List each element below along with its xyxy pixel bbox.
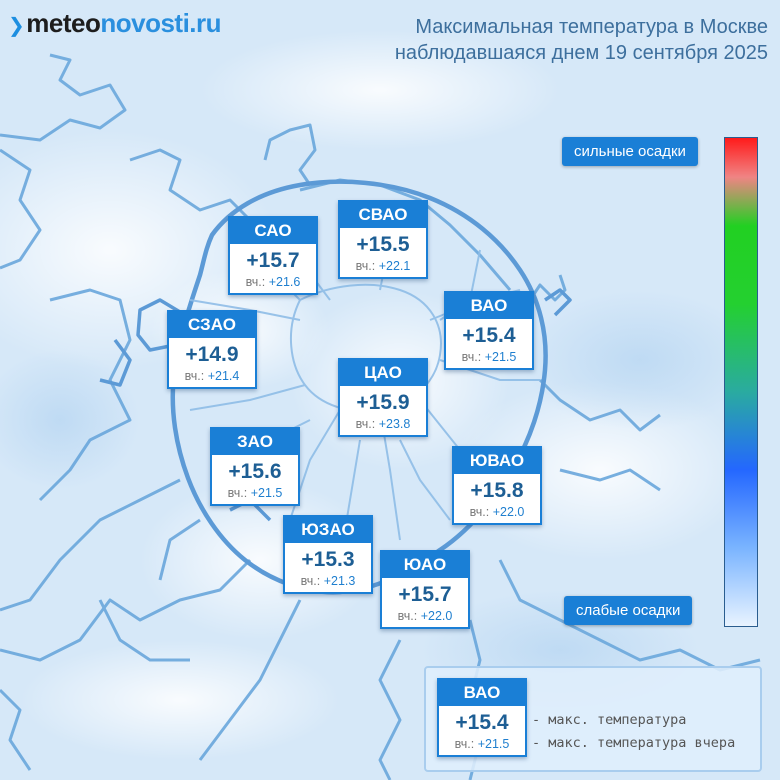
map-title-line1: Максимальная температура в Москве xyxy=(415,16,768,38)
site-logo[interactable]: ❯meteonovosti.ru xyxy=(8,8,222,39)
district-name: СЗАО xyxy=(169,312,255,338)
district-temp: +14.9 xyxy=(185,343,239,366)
yesterday-label: вч.: xyxy=(245,275,266,289)
legend-sample-card: ВАО +15.4 вч.: +21.5 xyxy=(437,678,527,757)
district-card-vao: ВАО +15.4 вч.: +21.5 xyxy=(444,291,534,370)
scale-label-heavy: сильные осадки xyxy=(562,137,698,166)
scale-label-light: слабые осадки xyxy=(564,596,693,625)
district-card-sao: САО +15.7 вч.: +21.6 xyxy=(228,216,318,295)
yesterday-label: вч.: xyxy=(355,417,376,431)
district-name: ЗАО xyxy=(212,429,298,455)
logo-mark-icon: ❯ xyxy=(8,15,25,37)
district-name: САО xyxy=(230,218,316,244)
legend-sample-yesterday: вч.: +21.5 xyxy=(439,735,525,755)
logo-text-part2: novosti.ru xyxy=(100,8,222,38)
district-name: СВАО xyxy=(340,202,426,228)
district-yesterday: вч.: +21.6 xyxy=(230,273,316,293)
district-temp: +15.6 xyxy=(228,460,282,483)
district-card-svao: СВАО +15.5 вч.: +22.1 xyxy=(338,200,428,279)
district-card-yuzao: ЮЗАО +15.3 вч.: +21.3 xyxy=(283,515,373,594)
district-name: ЮЗАО xyxy=(285,517,371,543)
legend-sample-name: ВАО xyxy=(439,680,525,706)
map-title: Максимальная температура в Москве наблюд… xyxy=(395,14,768,66)
yesterday-value: +22.0 xyxy=(420,609,453,623)
yesterday-label: вч.: xyxy=(355,259,376,273)
yesterday-label: вч.: xyxy=(461,350,482,364)
yesterday-label: вч.: xyxy=(454,737,475,751)
legend-text-max-temp: - макс. температура xyxy=(532,712,687,728)
district-card-yuao: ЮАО +15.7 вч.: +22.0 xyxy=(380,550,470,629)
district-card-cao: ЦАО +15.9 вч.: +23.8 xyxy=(338,358,428,437)
yesterday-label: вч.: xyxy=(300,574,321,588)
yesterday-value: +21.5 xyxy=(484,350,517,364)
map-title-line2: наблюдавшаяся днем 19 сентября 2025 xyxy=(394,42,768,64)
district-card-szao: СЗАО +14.9 вч.: +21.4 xyxy=(167,310,257,389)
yesterday-value: +22.0 xyxy=(492,505,525,519)
yesterday-label: вч.: xyxy=(397,609,418,623)
district-card-zao: ЗАО +15.6 вч.: +21.5 xyxy=(210,427,300,506)
yesterday-label: вч.: xyxy=(227,486,248,500)
district-temp: +15.5 xyxy=(356,233,410,256)
yesterday-value: +21.5 xyxy=(477,737,510,751)
yesterday-value: +21.5 xyxy=(250,486,283,500)
district-temp: +15.3 xyxy=(301,548,355,571)
district-name: ЮВАО xyxy=(454,448,540,474)
district-temp: +15.4 xyxy=(462,324,516,347)
district-temp: +15.9 xyxy=(356,391,410,414)
district-yesterday: вч.: +23.8 xyxy=(340,415,426,435)
district-temp: +15.7 xyxy=(398,583,452,606)
district-temp: +15.8 xyxy=(470,479,524,502)
district-yesterday: вч.: +21.5 xyxy=(212,484,298,504)
yesterday-label: вч.: xyxy=(469,505,490,519)
district-yesterday: вч.: +22.0 xyxy=(454,503,540,523)
yesterday-value: +23.8 xyxy=(378,417,411,431)
yesterday-value: +21.6 xyxy=(268,275,301,289)
district-yesterday: вч.: +21.5 xyxy=(446,348,532,368)
legend-sample-temp: +15.4 xyxy=(455,711,509,734)
district-name: ЦАО xyxy=(340,360,426,386)
district-name: ВАО xyxy=(446,293,532,319)
yesterday-value: +22.1 xyxy=(378,259,411,273)
district-temp: +15.7 xyxy=(246,249,300,272)
district-name: ЮАО xyxy=(382,552,468,578)
yesterday-label: вч.: xyxy=(184,369,205,383)
district-card-yuvao: ЮВАО +15.8 вч.: +22.0 xyxy=(452,446,542,525)
logo-text-part1: meteo xyxy=(26,8,101,38)
precipitation-scale-bar xyxy=(724,137,758,627)
district-yesterday: вч.: +21.4 xyxy=(169,367,255,387)
district-yesterday: вч.: +21.3 xyxy=(285,572,371,592)
legend-text-max-temp-yesterday: - макс. температура вчера xyxy=(532,735,736,751)
district-yesterday: вч.: +22.0 xyxy=(382,607,468,627)
district-yesterday: вч.: +22.1 xyxy=(340,257,426,277)
yesterday-value: +21.4 xyxy=(207,369,240,383)
yesterday-value: +21.3 xyxy=(323,574,356,588)
